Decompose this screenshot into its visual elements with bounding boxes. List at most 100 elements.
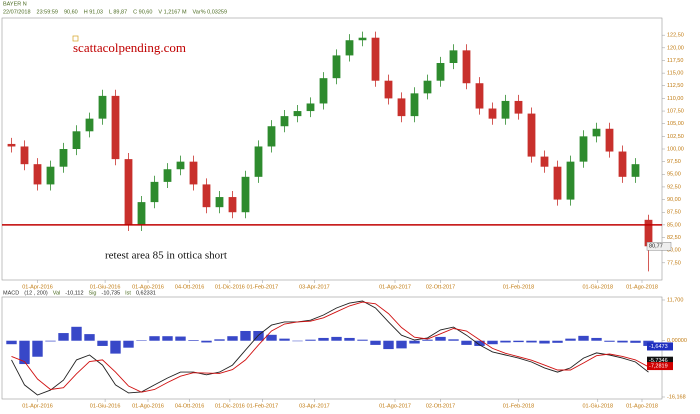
- candle-body: [111, 95, 120, 160]
- candle-body: [423, 80, 432, 94]
- x-tick-label: 02-Ott-2017: [426, 403, 455, 409]
- candle-body: [397, 98, 406, 117]
- histogram-bar: [6, 340, 17, 345]
- candle-body: [345, 40, 354, 56]
- histogram-bar: [45, 340, 56, 342]
- histogram-bar: [201, 340, 212, 343]
- header-item: 23:59:59: [37, 9, 58, 15]
- x-tick-label: 01-Giu-2018: [583, 403, 614, 409]
- x-tick-label: 03-Apr-2017: [299, 403, 330, 409]
- histogram-bar: [318, 337, 329, 341]
- candle-body: [137, 202, 146, 225]
- candle-body: [20, 146, 29, 165]
- header-item: V 1,2167 M: [158, 9, 187, 15]
- y-tick-label: 11,700: [667, 297, 683, 303]
- candle-body: [176, 161, 185, 170]
- histogram-bar: [84, 334, 95, 341]
- x-tick-label: 01-Feb-2017: [247, 284, 279, 290]
- histogram-bar: [97, 340, 108, 346]
- last-value-box: [647, 362, 673, 371]
- histogram-bar: [487, 340, 498, 345]
- candle-body: [371, 37, 380, 81]
- macd-line: [11, 301, 649, 393]
- x-tick-label: 02-Ott-2017: [426, 284, 455, 290]
- macd-header-item: Ist: [125, 290, 131, 296]
- histogram-bar: [175, 336, 186, 341]
- histogram-bar: [617, 340, 628, 343]
- y-tick-label: 77,50: [667, 260, 681, 266]
- header-item: Var% 0,03259: [193, 9, 227, 15]
- y-tick-label: 92,50: [667, 184, 681, 190]
- candle-body: [319, 78, 328, 104]
- y-tick-label: 100,00: [667, 146, 684, 152]
- candle-body: [163, 169, 172, 182]
- candle-body: [228, 197, 237, 213]
- macd-header-item: Sig: [89, 290, 97, 296]
- macd-header-item: -10,735: [102, 290, 121, 296]
- header-item: H 91,03: [84, 9, 103, 15]
- header-item: L 89,87: [109, 9, 127, 15]
- y-tick-label: 105,00: [667, 121, 684, 127]
- histogram-bar: [565, 338, 576, 341]
- y-tick-label: 102,50: [667, 134, 684, 140]
- candle-body: [59, 149, 68, 167]
- histogram-bar: [370, 340, 381, 345]
- candle-body: [98, 95, 107, 119]
- histogram-bar: [123, 340, 134, 348]
- candle-body: [592, 128, 601, 137]
- x-tick-label: 01-Feb-2018: [503, 284, 535, 290]
- histogram-bar: [422, 339, 433, 341]
- x-tick-label: 01-Ago-2018: [626, 284, 658, 290]
- histogram-bar: [435, 336, 446, 341]
- symbol: BAYER N: [3, 1, 27, 7]
- candle-body: [150, 181, 159, 203]
- histogram-bar: [331, 336, 342, 341]
- x-tick-label: 01-Giu-2016: [90, 403, 121, 409]
- candle-body: [85, 118, 94, 132]
- y-tick-label: 0,00000: [667, 338, 687, 344]
- histogram-bar: [383, 340, 394, 350]
- histogram-bar: [539, 340, 550, 344]
- last-price-label: 80,77: [649, 244, 663, 250]
- x-tick-label: 01-Apr-2016: [22, 284, 53, 290]
- candle-body: [124, 159, 133, 225]
- candle-body: [189, 161, 198, 185]
- header-item: 22/07/2018: [3, 9, 31, 15]
- histogram-bar: [474, 340, 485, 346]
- y-tick-label: 82,50: [667, 235, 681, 241]
- candle-body: [488, 108, 497, 119]
- candle-body: [605, 128, 614, 152]
- histogram-bar: [240, 330, 251, 341]
- y-tick-label: 90,00: [667, 197, 681, 203]
- macd-header: MACD (12 , 200) Val -10,112 Sig -10,735 Ist 0,6…: [3, 290, 156, 296]
- candle-body: [202, 184, 211, 208]
- last-value-label: -5,7346: [649, 358, 668, 364]
- last-price-box: [646, 242, 672, 251]
- y-tick-label: 112,50: [667, 83, 683, 89]
- histogram-bar: [591, 337, 602, 341]
- histogram-bar: [604, 340, 615, 342]
- histogram-bar: [396, 340, 407, 349]
- histogram-bar: [630, 340, 641, 343]
- candle-body: [267, 126, 276, 147]
- histogram-bar: [266, 334, 277, 341]
- y-tick-label: 107,50: [667, 109, 684, 115]
- candle-body: [631, 164, 640, 177]
- last-value-box: [647, 342, 673, 351]
- x-tick-label: 01-Feb-2018: [503, 403, 535, 409]
- site-annotation: scattacolpending.com: [73, 40, 186, 55]
- candle-body: [527, 113, 536, 157]
- histogram-bar: [279, 338, 290, 341]
- candle-body: [33, 164, 42, 185]
- histogram-bar: [461, 340, 472, 345]
- histogram-bar: [136, 340, 147, 341]
- histogram-bar: [214, 339, 225, 341]
- candle-body: [644, 219, 653, 247]
- candle-body: [215, 197, 224, 208]
- last-value-label: -1,6473: [649, 344, 668, 350]
- histogram-bar: [292, 340, 303, 342]
- histogram-bar: [448, 339, 459, 341]
- x-tick-label: 01-Dic-2016: [215, 284, 245, 290]
- histogram-bar: [513, 340, 524, 343]
- histogram-bar: [357, 339, 368, 341]
